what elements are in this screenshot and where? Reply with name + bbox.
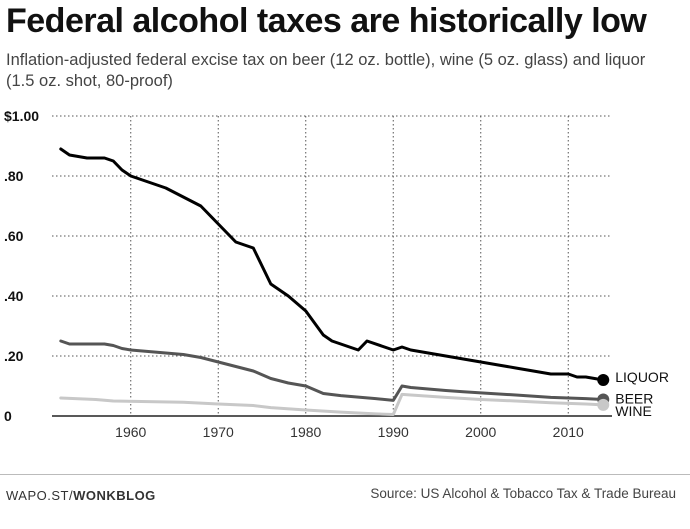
chart-subtitle: Inflation-adjusted federal excise tax on… bbox=[6, 51, 646, 90]
source-note: Source: US Alcohol & Tobacco Tax & Trade… bbox=[370, 486, 676, 501]
x-tick-label: 2010 bbox=[553, 424, 584, 440]
end-dot-liquor bbox=[597, 374, 610, 386]
series-label-liquor: LIQUOR bbox=[615, 369, 669, 385]
series-label-beer: BEER bbox=[615, 391, 653, 407]
x-tick-label: 1980 bbox=[290, 424, 321, 440]
y-tick-label: $1.00 bbox=[4, 108, 39, 124]
footer-divider bbox=[0, 474, 690, 475]
x-tick-label: 1970 bbox=[203, 424, 234, 440]
line-chart: 0 .20 .40 .60 .80 $1.00 1960 1970 1980 1990 2000 20… bbox=[4, 108, 669, 440]
series-line-beer bbox=[59, 339, 605, 402]
chart-title: Federal alcohol taxes are historically l… bbox=[6, 2, 647, 40]
credit-line: WAPO.ST/WONKBLOG bbox=[6, 488, 156, 503]
y-tick-label: .60 bbox=[4, 228, 24, 244]
x-tick-label: 2000 bbox=[465, 424, 496, 440]
x-tick-label: 1960 bbox=[115, 424, 146, 440]
series-label-wine: WINE bbox=[615, 403, 652, 419]
end-dot-wine bbox=[597, 398, 610, 411]
credit-brand: WONKBLOG bbox=[73, 488, 156, 503]
x-tick-label: 1990 bbox=[378, 424, 409, 440]
series-line-wine bbox=[59, 392, 605, 416]
y-tick-label: 0 bbox=[4, 408, 12, 424]
y-tick-label: .80 bbox=[4, 168, 24, 184]
y-tick-label: .40 bbox=[4, 288, 24, 304]
y-tick-label: .20 bbox=[4, 348, 24, 364]
credit-prefix: WAPO.ST/ bbox=[6, 488, 74, 503]
series-line-liquor bbox=[59, 147, 605, 382]
